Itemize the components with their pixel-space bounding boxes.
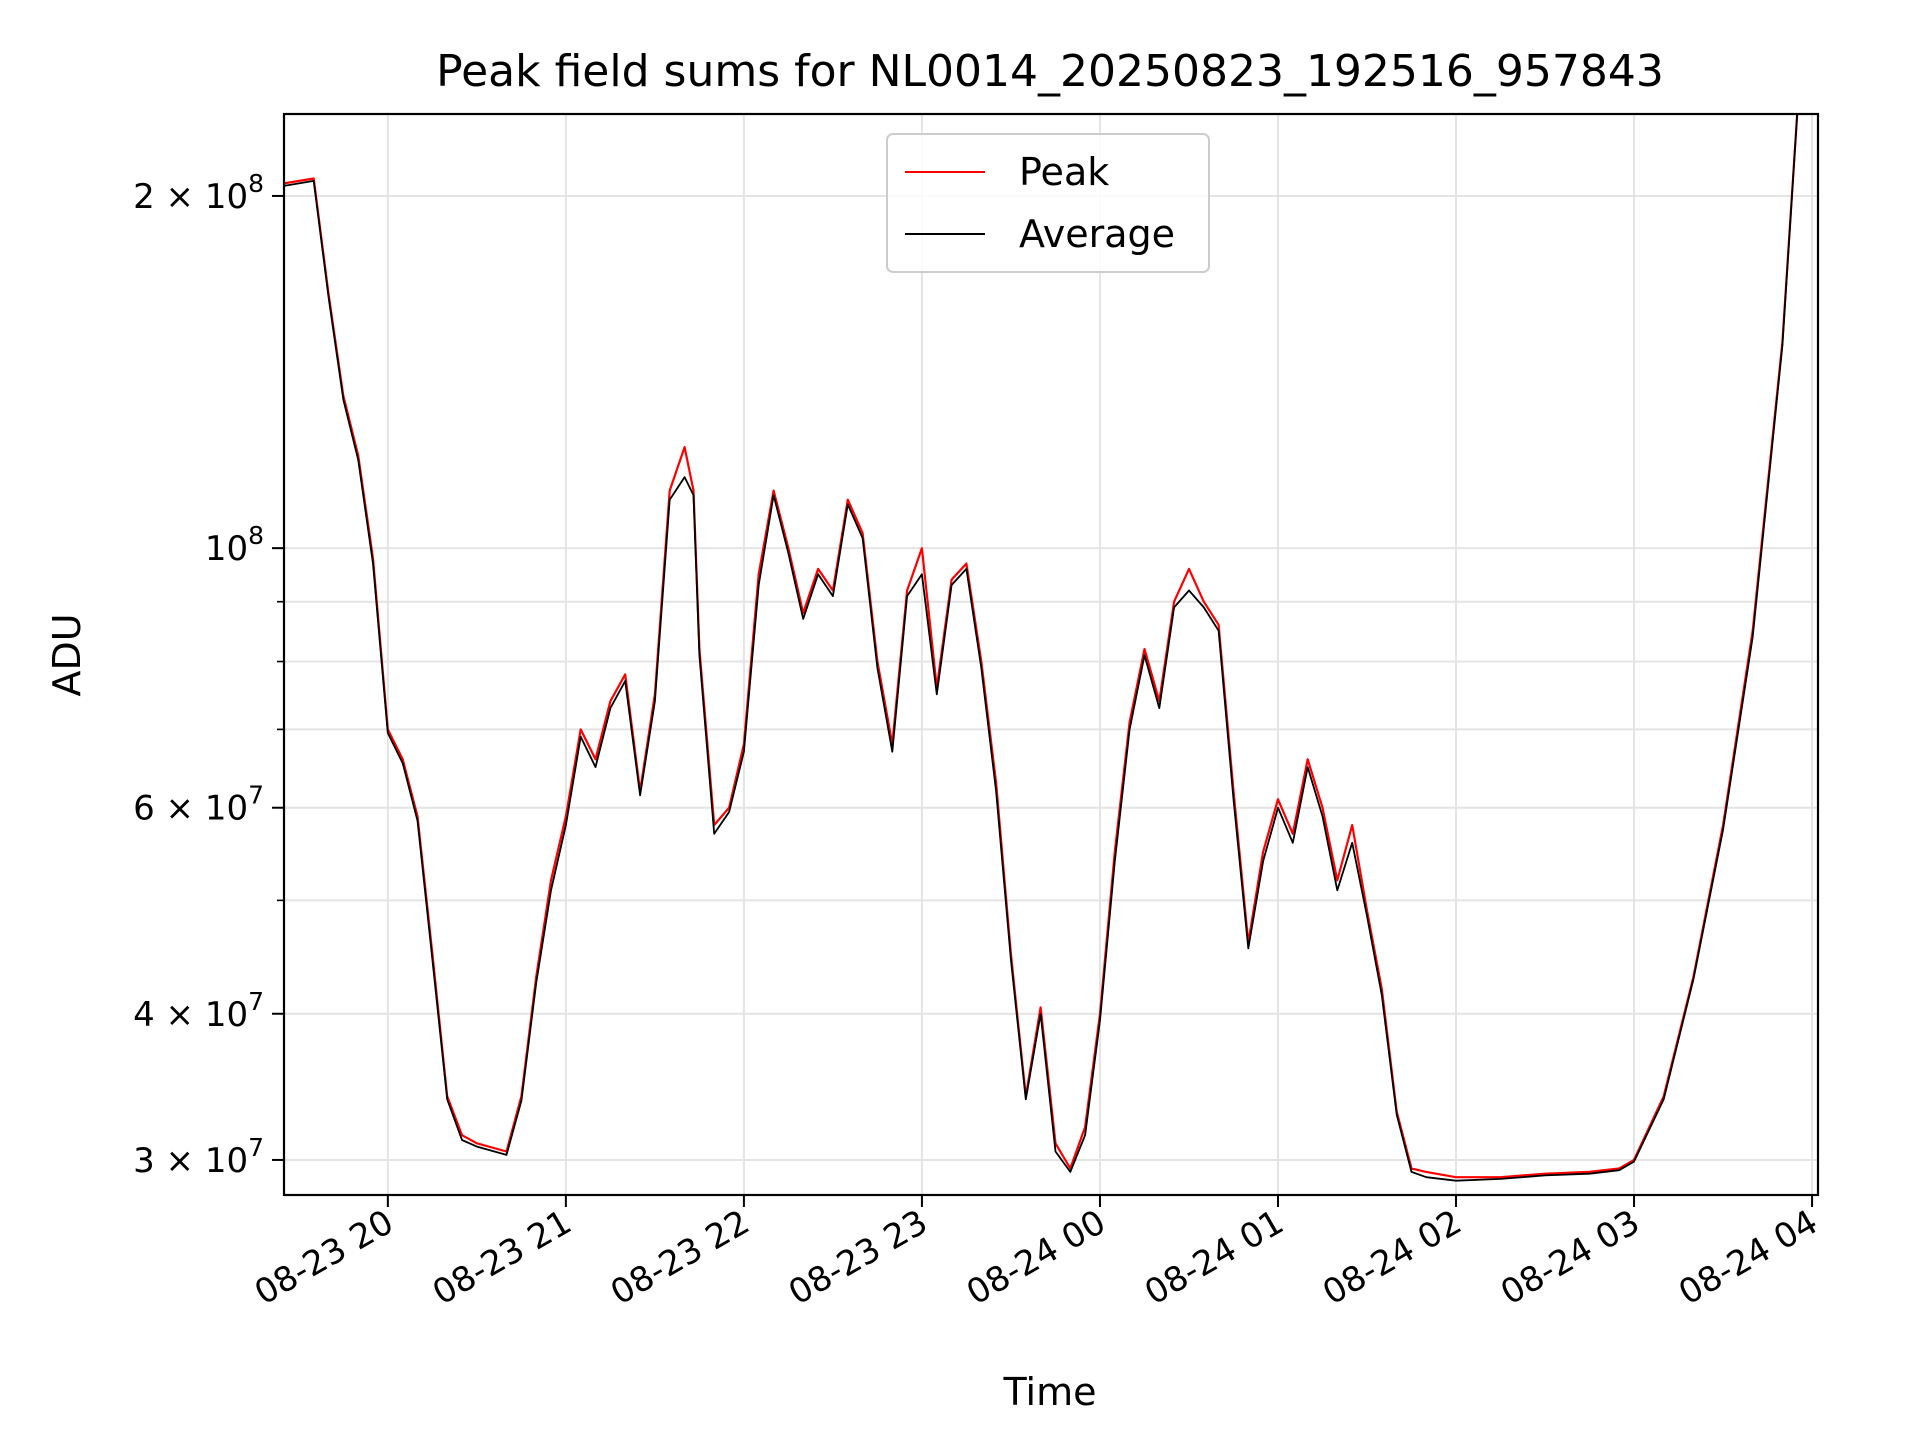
legend-label-peak: Peak bbox=[1019, 150, 1109, 194]
plot-area bbox=[284, 114, 1799, 1182]
y-tick-label: 2 × 108 bbox=[133, 169, 264, 217]
legend-box bbox=[886, 133, 1210, 273]
series-line-average bbox=[284, 114, 1799, 1182]
legend: Peak Average bbox=[886, 133, 1210, 273]
x-axis-label: Time bbox=[1003, 1370, 1097, 1414]
y-axis: 3 × 107 4 × 107 6 × 107 108 2 × 108 bbox=[133, 169, 284, 1181]
y-axis-label: ADU bbox=[45, 613, 89, 696]
grid bbox=[284, 114, 1818, 1195]
y-tick-label: 3 × 107 bbox=[133, 1133, 264, 1181]
chart-title: Peak field sums for NL0014_20250823_1925… bbox=[436, 46, 1664, 97]
y-tick-label: 108 bbox=[205, 521, 264, 569]
y-tick-label: 6 × 107 bbox=[133, 781, 264, 829]
axes-frame bbox=[282, 112, 1820, 1197]
y-tick-label: 4 × 107 bbox=[133, 987, 264, 1035]
legend-label-average: Average bbox=[1019, 212, 1175, 256]
